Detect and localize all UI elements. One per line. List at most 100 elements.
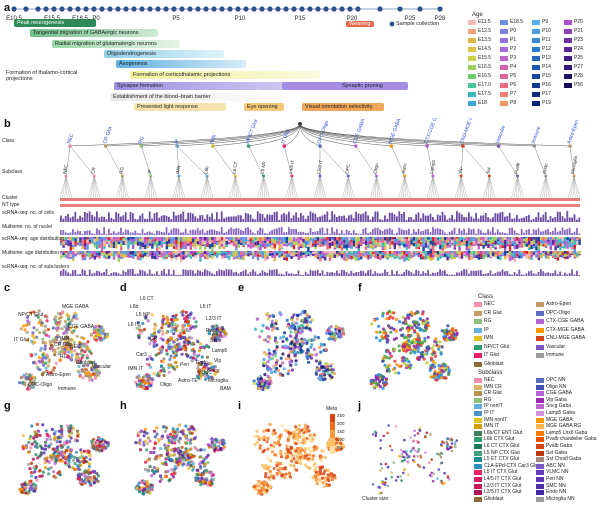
scrna-age-cell [422,240,425,244]
timeline-dot [163,6,169,12]
timeline-dot [315,6,321,12]
scrna-age-cell [211,240,214,243]
scrna-age-cell [506,239,509,242]
multiome-age-cell [506,251,509,254]
scrna-age-cell [187,237,190,240]
age-legend-label: P20 [574,19,583,25]
scrna-count-bar [408,217,410,222]
multiome-age-cell [151,255,154,259]
multiome-count-bar [520,229,523,235]
scrna-age-cell [273,239,276,244]
scrna-age-cell [206,240,209,242]
multiome-age-cell [69,254,72,257]
umap-point [30,353,34,357]
cluster-branch [348,175,350,199]
scrna-age-cell [367,241,370,244]
scrna-age-cell [429,244,432,249]
scrna-age-cell [369,237,372,239]
multiome-age-cell [571,252,574,254]
multiome-age-cell [364,254,368,256]
age-legend-swatch [468,47,476,52]
multiome-age-cell [460,251,464,253]
scrna-age-cell [180,241,183,245]
subcluster-bar [441,270,444,276]
scrna-age-cell [122,243,125,245]
class-branch [299,123,571,147]
multiome-count-bar [148,231,151,235]
cluster-branch [206,175,214,199]
timeline-dot [291,6,297,12]
umap-point [26,319,30,323]
scrna-count-bar [108,212,110,222]
subcluster-bar [271,269,273,276]
scrna-age-cell [571,240,574,244]
scrna-age-cell [535,246,538,251]
scrna-age-cell [276,242,279,244]
cluster-branch [460,175,463,199]
scrna-age-cell [482,237,485,241]
umap-point [30,385,35,389]
umap-point [203,377,208,381]
multiome-age-cell [292,255,296,257]
scrna-age-cell [79,237,82,239]
scrna-age-cell [396,237,399,239]
scrna-age-cell [475,237,478,239]
multiome-age-cell [468,257,471,261]
umap-point [52,340,56,344]
multiome-count-bar [465,232,468,235]
scrna-count-bar [376,211,379,222]
umap-point [77,364,81,369]
multiome-count-bar [324,233,326,235]
scrna-count-bar [523,217,525,222]
scrna-age-cell [549,237,552,240]
umap-point [82,369,86,373]
umap-point [149,357,153,361]
timeline-dot [11,6,17,12]
scrna-age-cell [489,239,492,244]
scrna-count-bar [141,213,144,222]
scrna-age-cell [415,241,418,244]
scrna-age-cell [429,240,432,245]
subcluster-bar [192,270,194,276]
multiome-count-bar [115,233,117,235]
multiome-age-cell [240,254,243,258]
multiome-age-cell [271,252,274,256]
multiome-age-cell [201,254,204,257]
multiome-age-cell [127,254,130,258]
timeline-dot [323,6,329,12]
subcluster-bar [136,273,139,276]
umap-point [215,327,219,331]
scrna-age-cell [369,241,372,245]
scrna-age-cell [189,248,192,250]
multiome-age-cell [91,251,94,255]
multiome-age-cell [292,251,296,254]
cluster-branch [233,175,236,199]
scrna-age-cell [561,243,564,247]
scrna-age-cell [355,242,358,247]
multiome-age-cell [556,257,560,261]
multiome-age-cell [206,251,209,253]
scrna-age-cell [436,239,440,241]
subcluster-bar [81,269,84,276]
scrna-age-cell [225,241,228,245]
scrna-age-cell [314,237,317,240]
scrna-age-cell [345,244,348,249]
scrna-age-cell [216,242,219,245]
multiome-age-cell [544,252,548,255]
scrna-age-cell [501,240,504,243]
scrna-age-cell [204,237,207,241]
scrna-age-cell [436,237,440,239]
scrna-age-cell [254,241,257,246]
umap-point [152,342,156,346]
scrna-age-cell [240,237,243,239]
umap-point [176,348,180,352]
scrna-age-cell [417,237,420,240]
subcluster-bar [254,271,257,276]
umap-point [168,346,172,351]
multiome-count-bar [230,227,233,235]
scrna-age-cell [136,241,140,246]
scrna-age-cell [412,242,416,247]
multiome-age-cell [182,251,185,255]
scrna-age-cell [470,245,473,250]
umap-point [39,346,44,350]
